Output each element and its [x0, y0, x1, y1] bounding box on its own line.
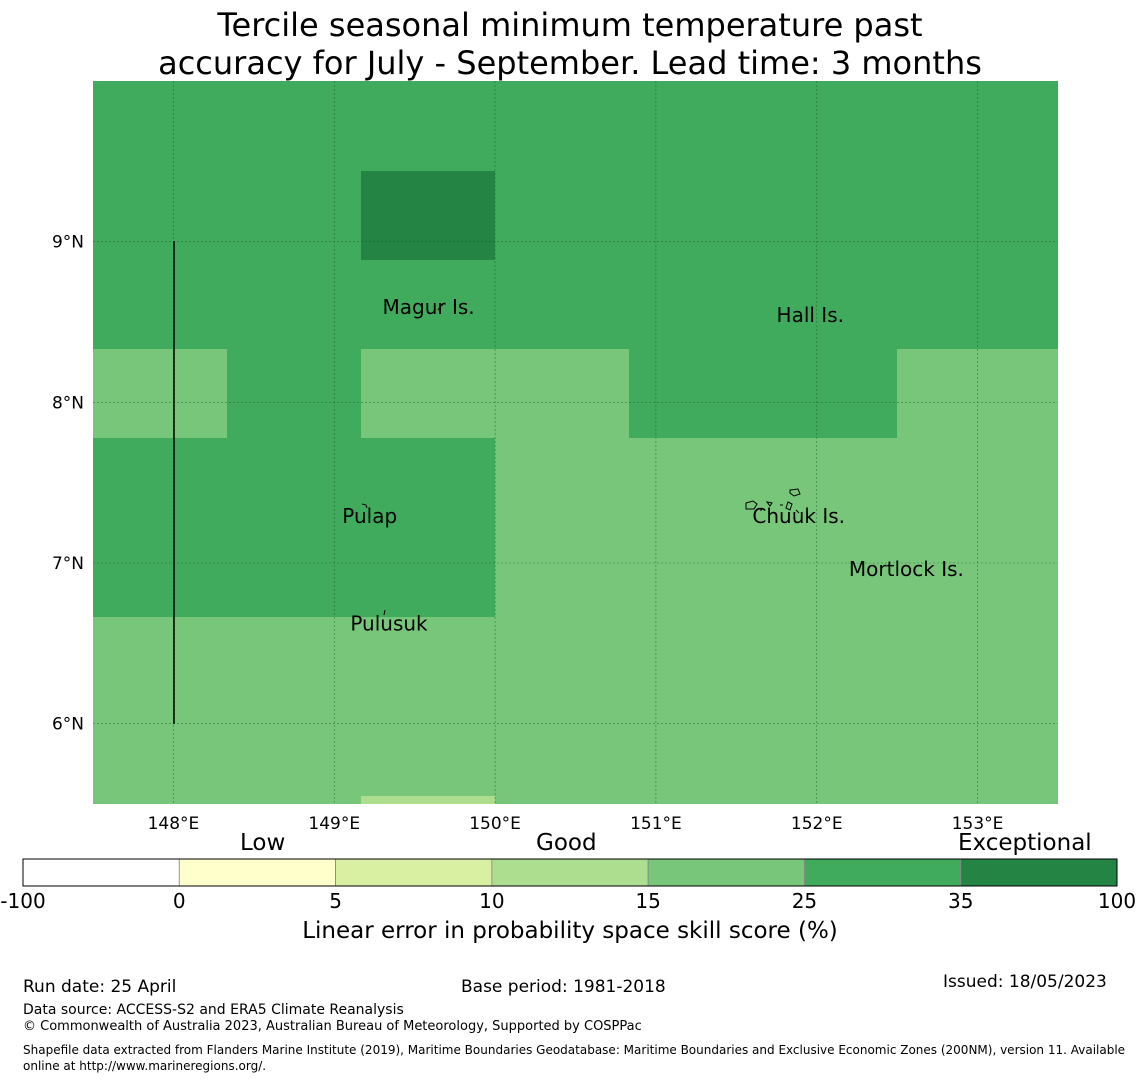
colorbar-tick-label: 100 — [1098, 889, 1136, 913]
magur-island-shape — [437, 304, 443, 311]
colorbar-swatch-2 — [335, 858, 493, 887]
colorbar-tick-label: 5 — [329, 889, 342, 913]
colorbar-tick-label: 10 — [479, 889, 504, 913]
shapefile-note-2: online at http://www.marineregions.org/. — [23, 1059, 267, 1073]
run-date: Run date: 25 April — [23, 977, 177, 997]
colorbar-tick-label: 25 — [792, 889, 817, 913]
lon-tick-label: 150°E — [469, 814, 521, 834]
lat-tick-label: 6°N — [52, 715, 84, 735]
legend-category-low: Low — [240, 830, 286, 856]
colorbar-frame — [22, 858, 1118, 887]
pulusuk-island-shape — [383, 609, 386, 616]
title-line-2: accuracy for July - September. Lead time… — [158, 44, 982, 82]
place-label-mortlock-is: Mortlock Is. — [849, 557, 964, 581]
colorbar-tick-label: 35 — [948, 889, 973, 913]
lon-tick-label: 152°E — [791, 814, 843, 834]
lat-tick-label: 9°N — [52, 233, 84, 253]
island-outlines — [361, 304, 912, 616]
copyright: © Commonwealth of Australia 2023, Austra… — [23, 1019, 642, 1034]
lon-tick-label: 151°E — [630, 814, 682, 834]
colorbar-swatch-0 — [22, 858, 180, 887]
title-line-1: Tercile seasonal minimum temperature pas… — [217, 6, 923, 44]
colorbar-title: Linear error in probability space skill … — [302, 918, 838, 944]
colorbar-tick-label: -100 — [0, 889, 45, 913]
issued-date: Issued: 18/05/2023 — [943, 972, 1107, 992]
place-label-magur-is: Magur Is. — [383, 295, 475, 319]
lat-tick-label: 7°N — [52, 554, 84, 574]
colorbar-swatch-1 — [178, 858, 336, 887]
data-source: Data source: ACCESS-S2 and ERA5 Climate … — [23, 1002, 404, 1018]
lat-tick-label: 8°N — [52, 393, 84, 413]
grid-region-west-lower — [93, 438, 495, 617]
legend-category-exceptional: Exceptional — [958, 830, 1092, 856]
place-label-hall-is: Hall Is. — [777, 303, 844, 327]
colorbar: -100 0 5 10 15 25 35 100 — [0, 858, 1136, 913]
base-period: Base period: 1981-2018 — [461, 977, 666, 997]
legend-category-good: Good — [536, 830, 597, 856]
axis-labels: 148°E 149°E 150°E 151°E 152°E 153°E 9°N 8°N 7°N 6… — [52, 233, 1003, 834]
colorbar-swatch-5 — [804, 858, 962, 887]
colorbar-swatch-3 — [491, 858, 649, 887]
shapefile-note-1: Shapefile data extracted from Flanders M… — [23, 1043, 1126, 1057]
grid-region-north — [93, 81, 1058, 349]
place-labels: Magur Is. Hall Is. Pulap Chuuk Is. Mortlock … — [342, 295, 964, 636]
grid-region-exceptional — [361, 171, 495, 260]
colorbar-swatch-4 — [647, 858, 805, 887]
place-label-pulap: Pulap — [342, 504, 397, 528]
place-label-chuuk-is: Chuuk Is. — [752, 504, 845, 528]
mortlock-island-shape — [907, 565, 912, 570]
pulap-island-shape — [361, 503, 368, 509]
colorbar-tick-label: 0 — [173, 889, 186, 913]
grid-region-hall — [629, 349, 897, 438]
colorbar-tick-label: 15 — [635, 889, 660, 913]
lon-tick-label: 149°E — [308, 814, 360, 834]
place-label-pulusuk: Pulusuk — [350, 611, 428, 635]
lon-tick-label: 153°E — [952, 814, 1004, 834]
colorbar-swatch-6 — [960, 858, 1118, 887]
chart-title: Tercile seasonal minimum temperature pas… — [0, 6, 1140, 82]
lon-tick-label: 148°E — [148, 814, 200, 834]
chuuk-island-shape — [745, 488, 801, 514]
grid-region-south-strip — [361, 796, 495, 804]
